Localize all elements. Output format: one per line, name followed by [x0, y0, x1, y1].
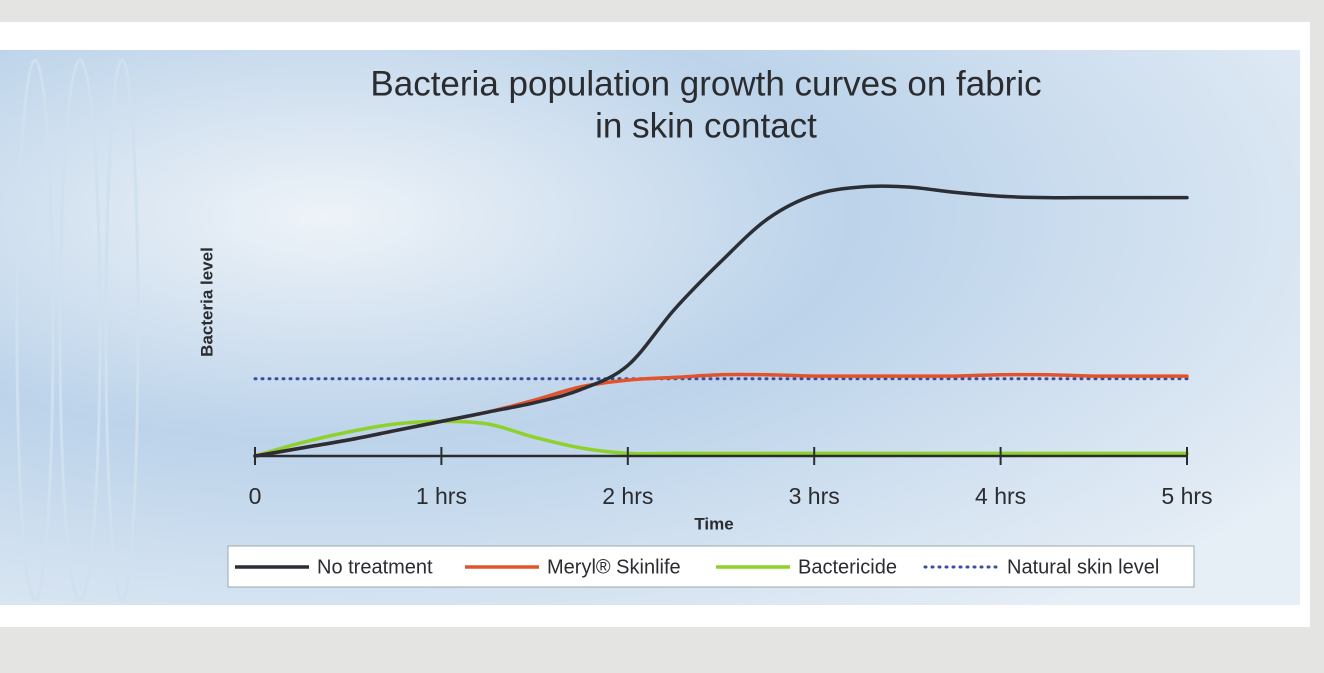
x-tick-label: 3 hrs — [789, 483, 840, 509]
x-tick-label: 0 — [249, 483, 262, 509]
x-tick-label: 1 hrs — [416, 483, 467, 509]
x-tick-label: 4 hrs — [975, 483, 1026, 509]
decoration — [15, 58, 140, 602]
legend-label: No treatment — [317, 556, 433, 578]
chart-title: in skin contact — [595, 106, 817, 145]
x-tick-label: 5 hrs — [1161, 483, 1212, 509]
panel — [0, 50, 1300, 605]
legend-box — [227, 545, 1195, 588]
series-line — [253, 184, 1189, 458]
legend-label: Natural skin level — [1007, 556, 1159, 578]
chart-title: Bacteria population growth curves on fab… — [370, 64, 1041, 103]
legend-label: Meryl® Skinlife — [547, 556, 681, 578]
x-tick-label: 2 hrs — [602, 483, 653, 509]
x-axis-label: Time — [694, 514, 733, 533]
series-line — [253, 419, 1189, 458]
legend-label: Bactericide — [798, 556, 897, 578]
y-axis-label: Bacteria level — [197, 247, 216, 357]
